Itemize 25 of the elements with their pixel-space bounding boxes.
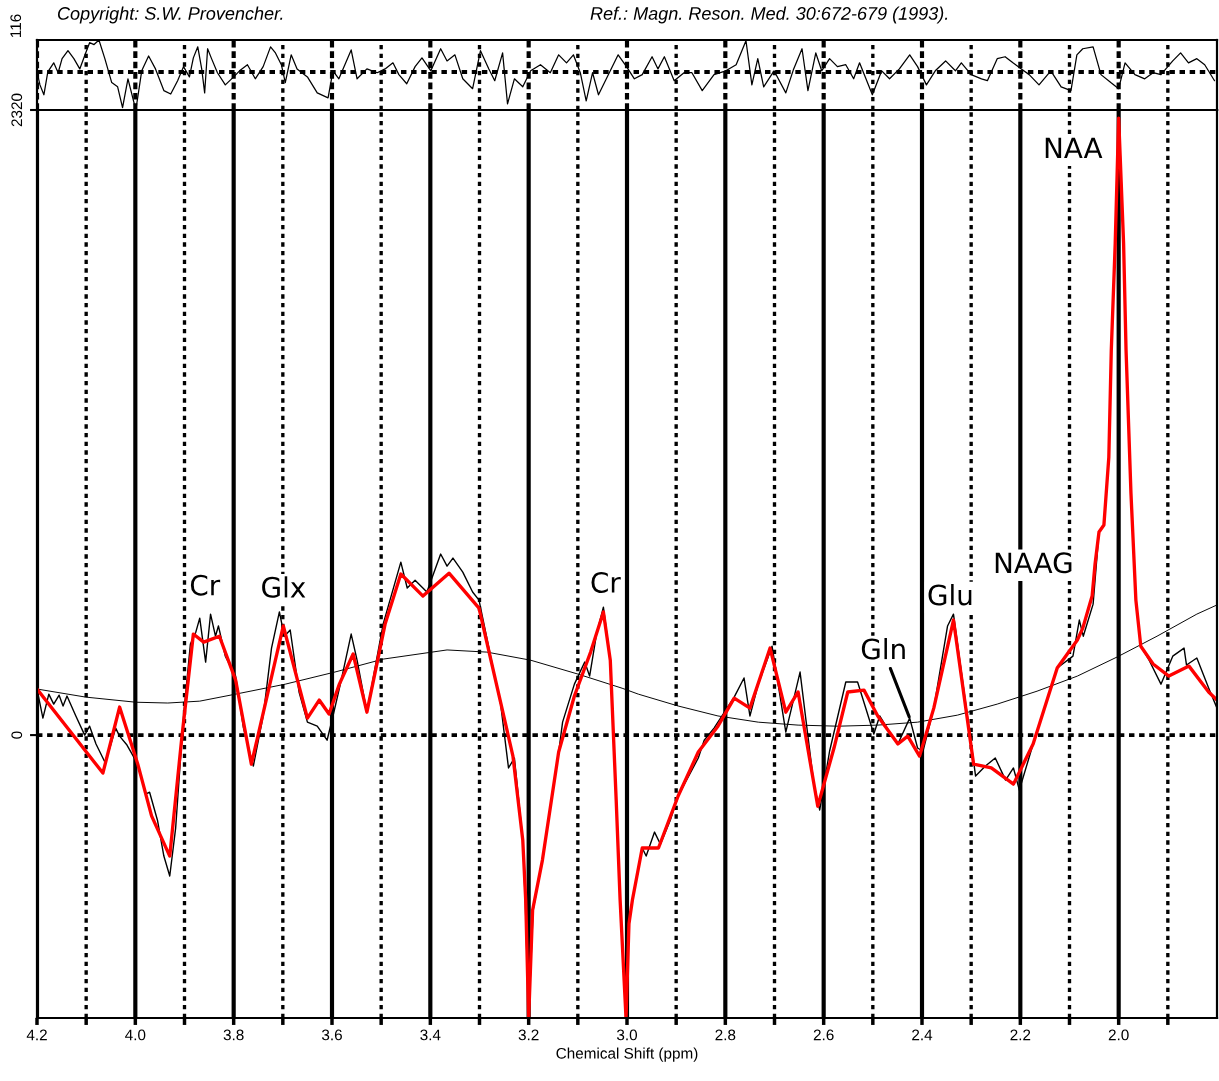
y-tick-label: 2320 bbox=[11, 93, 23, 127]
annotation: NAAG bbox=[995, 552, 1072, 574]
annotation: Cr bbox=[591, 571, 621, 593]
x-tick-label: 3.0 bbox=[616, 1029, 638, 1041]
x-tick-label: 3.8 bbox=[223, 1029, 244, 1041]
x-tick-label: 2.2 bbox=[1010, 1029, 1031, 1041]
x-tick-label: 2.8 bbox=[715, 1029, 736, 1041]
x-tick-label: 2.0 bbox=[1108, 1029, 1129, 1041]
annotation: Glu bbox=[928, 584, 972, 606]
x-tick-label: 2.4 bbox=[912, 1029, 933, 1041]
annotation: Cr bbox=[190, 574, 221, 596]
annotation: Gln bbox=[861, 638, 905, 660]
x-tick-label: 4.0 bbox=[125, 1029, 146, 1041]
x-tick-label: 3.2 bbox=[518, 1029, 539, 1041]
chart-title: Copyright: S.W. Provencher. bbox=[58, 6, 283, 24]
chart-subtitle: Ref.: Magn. Reson. Med. 30:672-679 (1993). bbox=[590, 6, 948, 24]
x-tick-label: 3.6 bbox=[321, 1029, 342, 1041]
text: 116 bbox=[10, 14, 22, 38]
y-tick-label: 0 bbox=[11, 731, 23, 739]
x-tick-label: 4.2 bbox=[26, 1029, 47, 1041]
x-tick-label: 2.6 bbox=[813, 1029, 834, 1041]
annotation: Glx bbox=[262, 576, 306, 598]
x-tick-label: 3.4 bbox=[420, 1029, 441, 1041]
x-axis-title: Chemical Shift (ppm) bbox=[556, 1047, 698, 1062]
annotation: NAA bbox=[1045, 137, 1103, 158]
